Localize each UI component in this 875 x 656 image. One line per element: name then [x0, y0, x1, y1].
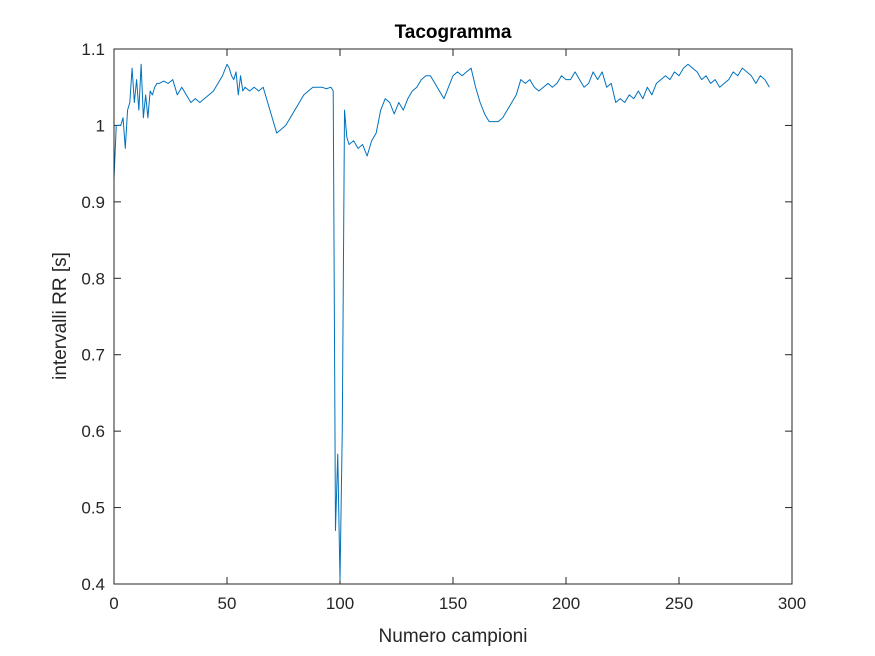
- y-axis-label: intervalli RR [s]: [50, 252, 71, 380]
- x-tick-label: 50: [218, 594, 237, 613]
- chart-title: Tacogramma: [395, 22, 512, 43]
- series-line: [113, 63, 770, 581]
- x-tick-label: 0: [109, 594, 118, 613]
- plot-frame: [113, 48, 793, 585]
- x-tick-labels: 0 50 100 150 200 250 300: [109, 594, 806, 613]
- x-axis-label: Numero campioni: [379, 626, 528, 647]
- x-tick-label: 150: [439, 594, 467, 613]
- y-tick-label: 0.6: [81, 422, 105, 441]
- y-tick-label: 0.7: [81, 346, 105, 365]
- x-tick-label: 250: [665, 594, 693, 613]
- x-tick-label: 200: [552, 594, 580, 613]
- plot-area: [114, 49, 792, 584]
- y-tick-label: 1.1: [81, 40, 105, 59]
- y-tick-label: 1: [96, 116, 105, 135]
- y-tick-label: 0.4: [81, 575, 105, 594]
- y-tick-label: 0.5: [81, 499, 105, 518]
- x-tick-label: 100: [326, 594, 354, 613]
- x-tick-label: 300: [778, 594, 806, 613]
- y-tick-label: 0.8: [81, 269, 105, 288]
- y-tick-labels: 0.4 0.5 0.6 0.7 0.8 0.9 1 1.1: [81, 40, 105, 594]
- y-tick-label: 0.9: [81, 193, 105, 212]
